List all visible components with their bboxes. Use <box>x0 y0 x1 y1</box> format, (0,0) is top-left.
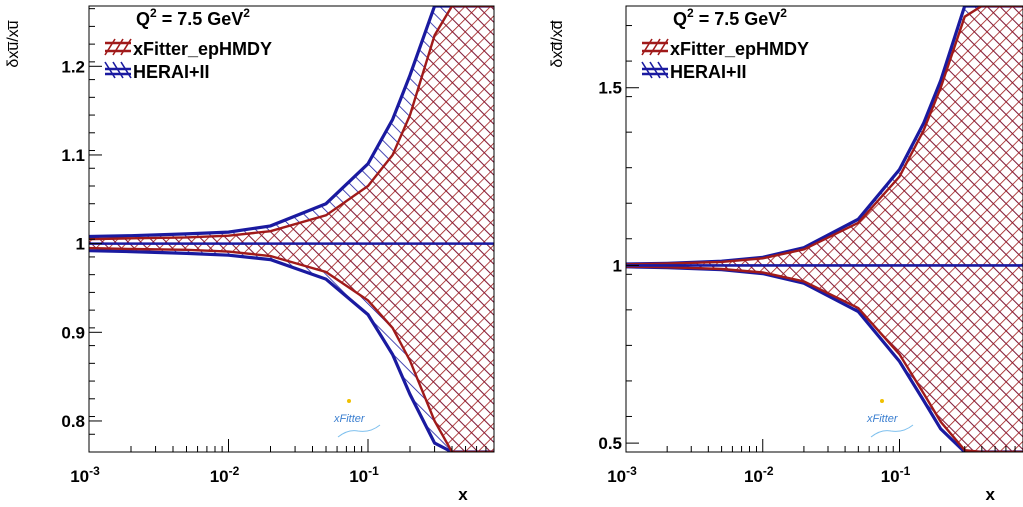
x-axis-label: x <box>986 485 996 502</box>
annotation-part: 2 <box>150 6 157 20</box>
legend-swatch-hatch <box>120 61 132 79</box>
legend-entry-xfitter: xFitter_epHMDY <box>641 38 809 59</box>
x-tick-exponent: -1 <box>368 464 379 478</box>
annotation-part: = 7.5 GeV <box>157 9 244 29</box>
legend-swatch-hatch <box>104 61 116 79</box>
legend-label: xFitter_epHMDY <box>133 39 272 59</box>
legend-swatch-hatch <box>649 38 661 56</box>
plot-area <box>626 6 1023 452</box>
edge-upper-0 <box>626 6 1023 266</box>
y-axis-label: δxd̅/xd̅ <box>549 20 566 67</box>
plot-area <box>89 6 494 452</box>
logo-swoosh <box>870 424 914 438</box>
y-tick-label: 0.8 <box>61 412 85 431</box>
y-tick-label: 1.1 <box>61 146 85 165</box>
legend-entry-xfitter: xFitter_epHMDY <box>104 38 272 59</box>
x-tick-label: 10-3 <box>607 464 637 486</box>
logo-text: xFitter <box>333 413 366 425</box>
y-tick-label: 1 <box>76 235 85 254</box>
x-tick-label: 10-2 <box>210 464 240 486</box>
x-tick-label: 10-1 <box>349 464 379 486</box>
legend-label: xFitter_epHMDY <box>670 39 809 59</box>
x-tick-exponent: -3 <box>626 464 637 478</box>
logo-text: xFitter <box>866 413 899 425</box>
x-tick-exponent: -3 <box>89 464 100 478</box>
annotation-part: 2 <box>243 6 250 20</box>
x-axis-label: x <box>458 485 468 502</box>
legend-swatch-hatch <box>641 38 653 56</box>
legend-swatch-hatch <box>649 61 661 79</box>
legend-label: HERAI+II <box>133 62 210 82</box>
x-tick-exponent: -2 <box>763 464 774 478</box>
y-tick-label: 1 <box>613 256 622 275</box>
q2-annotation: Q2 = 7.5 GeV2 <box>136 6 250 29</box>
edge-lower-0 <box>626 265 1023 452</box>
annotation-part: Q <box>136 9 150 29</box>
y-tick-label: 1.2 <box>61 57 85 76</box>
edge-lower-1 <box>89 249 494 452</box>
legend-label: HERAI+II <box>670 62 747 82</box>
legend-swatch-hatch <box>112 61 124 79</box>
plot-frame <box>88 5 495 453</box>
q2-annotation: Q2 = 7.5 GeV2 <box>673 6 787 29</box>
legend-swatch-hatch <box>657 61 669 79</box>
legend-swatch-hatch <box>657 38 669 56</box>
legend-swatch-hatch <box>104 38 116 56</box>
y-tick-label: 1.5 <box>598 79 622 98</box>
legend-swatch-hatch <box>641 61 653 79</box>
xfitter-logo: xFitter <box>866 399 914 438</box>
x-tick-label: 10-3 <box>70 464 100 486</box>
xfitter-logo: xFitter <box>333 399 381 438</box>
y-axis-label: δxu̅/xu̅ <box>5 20 22 67</box>
annotation-part: 2 <box>780 6 787 20</box>
y-tick-label: 0.5 <box>598 434 622 453</box>
annotation-part: 2 <box>687 6 694 20</box>
legend-entry-heraiii: HERAI+II <box>641 61 747 82</box>
x-tick-exponent: -1 <box>900 464 911 478</box>
edge-upper-1 <box>89 6 494 239</box>
legend-swatch-hatch <box>112 38 124 56</box>
x-tick-label: 10-1 <box>881 464 911 486</box>
edge-upper-0 <box>89 6 494 241</box>
x-tick-exponent: -2 <box>229 464 240 478</box>
edge-lower-0 <box>89 246 494 452</box>
legend-swatch-hatch <box>120 38 132 56</box>
annotation-part: Q <box>673 9 687 29</box>
band-xfitter-cross <box>626 6 1023 452</box>
logo-swoosh <box>337 424 381 438</box>
x-tick-label: 10-2 <box>744 464 774 486</box>
band-xfitter-cross <box>89 6 494 452</box>
legend-entry-heraiii: HERAI+II <box>104 61 210 82</box>
logo-star <box>880 399 884 403</box>
annotation-part: = 7.5 GeV <box>694 9 781 29</box>
y-tick-label: 0.9 <box>61 323 85 342</box>
logo-star <box>347 399 351 403</box>
plot-frame <box>625 5 1023 453</box>
